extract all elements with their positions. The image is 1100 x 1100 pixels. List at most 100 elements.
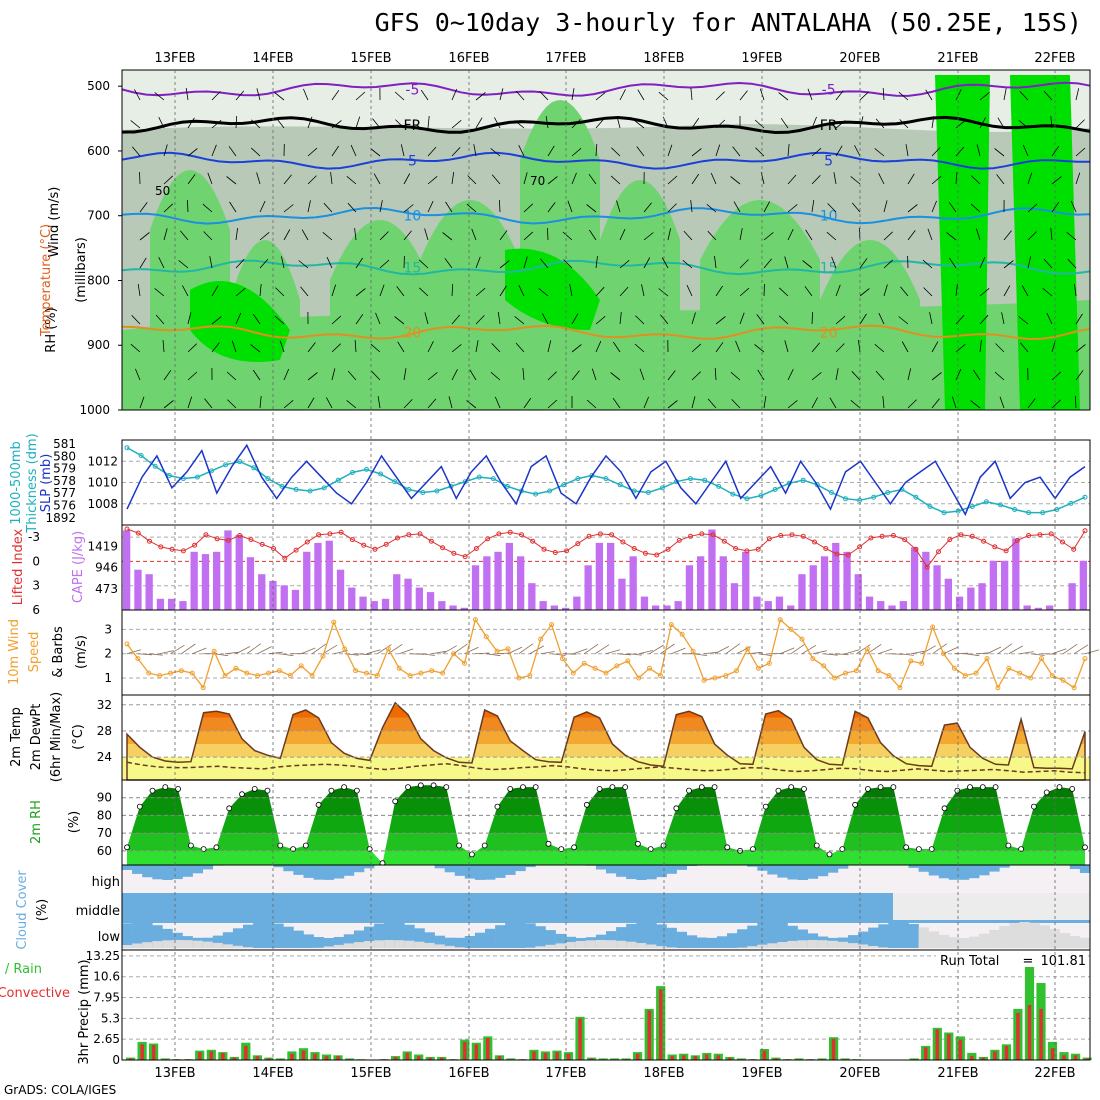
cloud-low-bar xyxy=(253,922,264,948)
wind-barb xyxy=(883,259,894,269)
thickness-tick: 579 xyxy=(53,462,76,476)
wind-barb xyxy=(431,650,446,655)
cloud-high-bar xyxy=(958,865,970,880)
wind-barb xyxy=(731,399,741,409)
wind-barb xyxy=(763,232,774,241)
wind-barb xyxy=(979,340,982,353)
cloud-high-bar xyxy=(827,865,839,873)
wind-barb xyxy=(811,116,817,129)
wind-barb xyxy=(518,285,525,297)
wind-barb xyxy=(690,200,693,213)
wind-barb xyxy=(211,119,222,129)
cloud-low-bar xyxy=(848,935,859,948)
wind-barb xyxy=(888,653,904,655)
cloud-low-bar xyxy=(787,925,798,948)
wind-barb xyxy=(610,175,621,185)
precip-convective-bar xyxy=(267,1058,271,1060)
cloud-high-bar xyxy=(474,865,486,880)
gap-band xyxy=(122,410,1090,440)
wind-barb xyxy=(451,147,461,157)
wind-barb xyxy=(279,340,285,353)
precip-convective-bar xyxy=(313,1053,317,1060)
wind-point xyxy=(309,673,315,679)
date-label-top: 22FEB xyxy=(1034,51,1075,66)
wind-barb xyxy=(874,148,885,157)
wind-point xyxy=(298,663,304,669)
thickness-tick: 1892 xyxy=(45,511,76,525)
cloud-low-bar xyxy=(273,923,284,948)
wind-barb xyxy=(739,259,749,269)
wind-barb xyxy=(179,230,189,241)
li-point xyxy=(947,537,953,543)
cloud-low-bar xyxy=(767,922,778,948)
wind-barb xyxy=(307,175,317,185)
contour-line xyxy=(121,151,1091,170)
wind-barb xyxy=(923,287,933,297)
wind-barb xyxy=(594,644,610,655)
wind-barb xyxy=(573,648,588,655)
wind-barb xyxy=(927,228,933,241)
wind-barb xyxy=(955,368,962,381)
rh-point xyxy=(456,842,463,849)
y-axis-label: 10m Wind xyxy=(7,619,22,685)
cape-bar xyxy=(663,605,671,610)
cape-bar xyxy=(201,554,210,610)
cloud-gap-bar xyxy=(969,944,980,948)
cloud-low-bar xyxy=(716,936,728,948)
cloud-low-bar xyxy=(898,922,909,948)
cape-bar xyxy=(291,589,300,610)
wind-barb xyxy=(811,342,821,353)
wind-barb xyxy=(1075,88,1080,101)
wind-barb xyxy=(475,340,479,353)
wind-barb xyxy=(898,316,909,325)
wind-barb xyxy=(187,174,196,185)
wind-barb xyxy=(667,228,671,241)
cape-bar xyxy=(517,556,525,610)
precip-tick: 0 xyxy=(112,1053,120,1067)
li-point xyxy=(766,536,772,542)
cape-bar xyxy=(190,551,198,610)
panel-frame xyxy=(121,69,1091,411)
precip-convective-bar xyxy=(589,1058,594,1060)
cape-bar xyxy=(595,542,603,610)
wind-barb xyxy=(691,148,702,157)
cape-bar xyxy=(539,601,547,610)
precip-convective-bar xyxy=(981,1057,986,1060)
y-axis-label: Thickness (dm) xyxy=(25,433,40,533)
rh-point xyxy=(852,801,858,808)
wind-barb xyxy=(635,315,645,325)
wind-barb xyxy=(637,89,645,101)
wind-barb xyxy=(181,643,196,655)
wind-barb xyxy=(538,288,549,297)
wind-barb xyxy=(204,398,213,409)
date-label-bottom: 14FEB xyxy=(252,1066,293,1081)
wind-barb xyxy=(739,287,750,297)
cloud-gap-bar xyxy=(323,946,335,948)
wind-barb xyxy=(973,369,981,381)
wind-barb xyxy=(539,258,549,269)
wind-barb xyxy=(256,172,261,185)
wind-barb xyxy=(595,286,605,297)
y-axis-label: Cloud Cover xyxy=(15,870,30,950)
wind-barb xyxy=(158,257,165,269)
wind-barb xyxy=(1021,285,1029,297)
thickness-line xyxy=(126,447,1086,514)
wind-barb xyxy=(370,343,381,353)
cloud-gap-bar xyxy=(424,942,435,948)
cloud-high-bar xyxy=(787,865,798,880)
wind-barb xyxy=(730,371,741,381)
rh-point xyxy=(328,787,335,794)
wind-barb xyxy=(812,650,827,655)
wind-barb xyxy=(882,87,885,101)
wind-barb xyxy=(1046,312,1053,325)
wind-barb xyxy=(703,651,719,655)
wind-barb xyxy=(427,175,438,185)
wind-barb xyxy=(226,371,237,381)
cloud-low-bar xyxy=(1079,937,1091,948)
wind-barb xyxy=(515,90,525,101)
thickness-point xyxy=(913,494,919,500)
wind-barb xyxy=(707,230,717,241)
wind-barb xyxy=(394,316,405,325)
wind-point xyxy=(897,685,903,691)
cape-bar xyxy=(933,565,941,610)
